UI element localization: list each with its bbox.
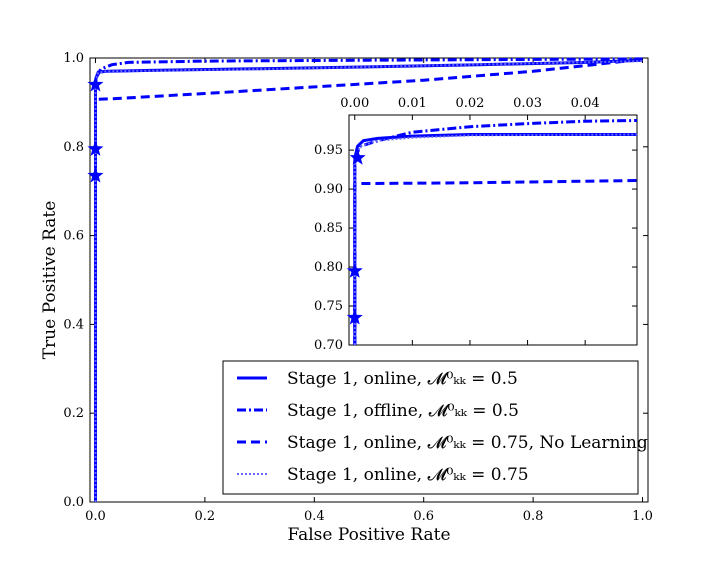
star-marker — [87, 167, 104, 183]
legend-label-0: Stage 1, online, 𝓜⁰ₖₖ = 0.5 — [287, 369, 518, 389]
inset-markers-group — [346, 149, 366, 325]
inset-x-tick-label: 0.04 — [571, 96, 600, 111]
x-tick-label: 0.4 — [304, 509, 325, 524]
y-tick-label: 0.6 — [63, 229, 84, 244]
main-ticks: 0.0 0.2 0.4 0.6 0.8 1.0 0.0 0.2 0.4 0.6 0.8 1.0 — [63, 51, 653, 524]
inset-y-tick-label: 0.80 — [314, 260, 343, 275]
star-marker — [87, 140, 104, 156]
inset-y-tick-label: 0.85 — [314, 221, 343, 236]
x-tick-label: 0.8 — [523, 509, 544, 524]
main-markers-group — [87, 76, 104, 183]
inset-star-marker — [346, 262, 363, 278]
inset-star-marker — [346, 309, 363, 325]
inset-star-marker — [349, 149, 366, 165]
inset-x-tick-label: 0.00 — [340, 96, 369, 111]
legend-label-3: Stage 1, online, 𝓜⁰ₖₖ = 0.75 — [287, 465, 529, 485]
x-tick-label: 0.2 — [195, 509, 216, 524]
inset-x-tick-label: 0.02 — [455, 96, 484, 111]
inset-y-tick-label: 0.95 — [314, 143, 343, 158]
legend-label-1: Stage 1, offline, 𝓜⁰ₖₖ = 0.5 — [287, 401, 519, 421]
x-tick-label: 1.0 — [632, 509, 653, 524]
inset-y-tick-label: 0.70 — [314, 338, 343, 353]
legend-label-2: Stage 1, online, 𝓜⁰ₖₖ = 0.75, No Learnin… — [287, 433, 648, 453]
inset-x-tick-label: 0.03 — [513, 96, 542, 111]
inset-plot-frame — [348, 114, 638, 346]
inset-x-tick-label: 0.01 — [398, 96, 427, 111]
legend-box — [222, 360, 639, 495]
y-tick-label: 0.4 — [63, 317, 84, 332]
inset-ticks: 0.00 0.01 0.02 0.03 0.04 0.70 0.75 0.80 0.85 0.90… — [314, 96, 637, 353]
series-line-1 — [94, 57, 643, 502]
x-axis-label: False Positive Rate — [287, 525, 450, 545]
x-tick-label: 0.0 — [85, 509, 106, 524]
y-tick-label: 0.8 — [63, 140, 84, 155]
y-tick-label: 0.0 — [63, 495, 84, 510]
inset-y-tick-label: 0.75 — [314, 299, 343, 314]
x-tick-label: 0.6 — [413, 509, 434, 524]
y-tick-label: 0.2 — [63, 406, 84, 421]
y-axis-label: True Positive Rate — [40, 201, 60, 360]
star-marker — [87, 76, 104, 92]
main-plot-frame — [89, 57, 649, 503]
legend: Stage 1, online, 𝓜⁰ₖₖ = 0.5 Stage 1, offl… — [237, 369, 648, 485]
y-tick-label: 1.0 — [63, 51, 84, 66]
inset-y-tick-label: 0.90 — [314, 182, 343, 197]
